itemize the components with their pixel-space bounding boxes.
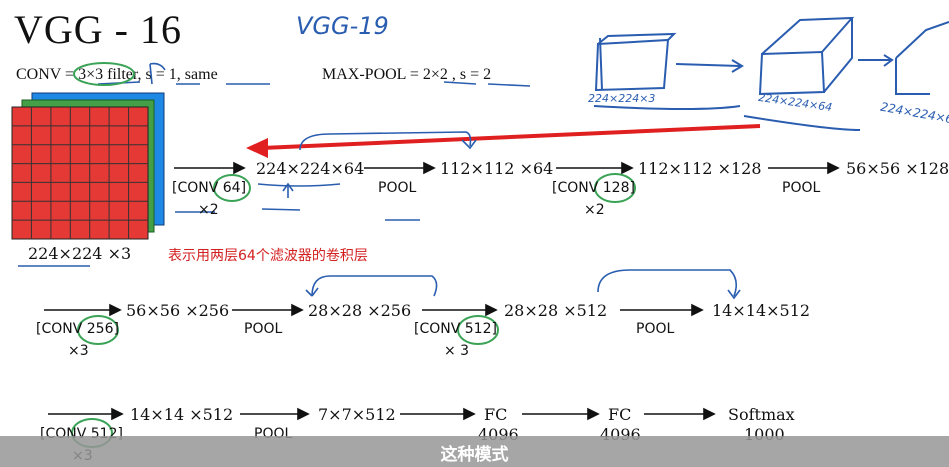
dim-56x56x128: 56×56 ×128	[846, 159, 949, 178]
red-annotation: 表示用两层64个滤波器的卷积层	[168, 248, 368, 264]
dim-28x28x512: 28×28 ×512	[504, 301, 608, 320]
page-title: VGG - 16	[14, 7, 182, 52]
conv-definition: CONV = 3×3 filter, s = 1, same	[16, 66, 218, 83]
pool-definition: MAX-POOL = 2×2 , s = 2	[322, 66, 492, 83]
dim-224x224x64: 224×224×64	[256, 159, 365, 178]
fc2-label: FC	[608, 405, 632, 424]
dim-56x56x256: 56×56 ×256	[126, 301, 230, 320]
dim-14x14x512-r3: 14×14 ×512	[130, 405, 234, 424]
input-dimension: 224×224 ×3	[28, 244, 132, 263]
handwritten-title: VGG-19	[296, 12, 389, 40]
dim-28x28x256: 28×28 ×256	[308, 301, 412, 320]
conv4-times: × 3	[444, 343, 470, 359]
dim-112x112x64: 112×112 ×64	[440, 159, 554, 178]
green-highlight-circles	[71, 62, 636, 448]
subtitle-text: 这种模式	[440, 445, 509, 465]
dim-14x14x512: 14×14×512	[712, 301, 811, 320]
input-cube-red-layer	[11, 106, 149, 240]
row1-arrows	[174, 161, 840, 175]
conv2-label: [CONV 128]	[552, 180, 635, 196]
dim-7x7x512: 7×7×512	[318, 405, 396, 424]
softmax-label: Softmax	[728, 405, 795, 424]
subtitle-bar	[0, 436, 949, 467]
conv4-label: [CONV 512]	[414, 321, 497, 337]
fc1-label: FC	[484, 405, 508, 424]
conv1-label: [CONV 64]	[172, 180, 247, 196]
hand-sketch-boxes	[593, 16, 949, 131]
conv3-times: ×3	[68, 343, 89, 359]
row3-arrows	[48, 407, 716, 421]
dim-112x112x128: 112×112 ×128	[638, 159, 762, 178]
hand-dim-1: 224×224×3	[588, 92, 656, 105]
pool4-label: POOL	[636, 321, 675, 337]
conv3-label: [CONV 256]	[36, 321, 119, 337]
conv1-times: ×2	[198, 202, 219, 218]
pool2-label: POOL	[782, 180, 821, 196]
conv2-times: ×2	[584, 202, 605, 218]
row2-arrows	[44, 303, 704, 317]
red-highlight-arrow	[246, 124, 761, 158]
pool1-label: POOL	[378, 180, 417, 196]
pool3-label: POOL	[244, 321, 283, 337]
blue-pen-marks	[18, 62, 741, 300]
